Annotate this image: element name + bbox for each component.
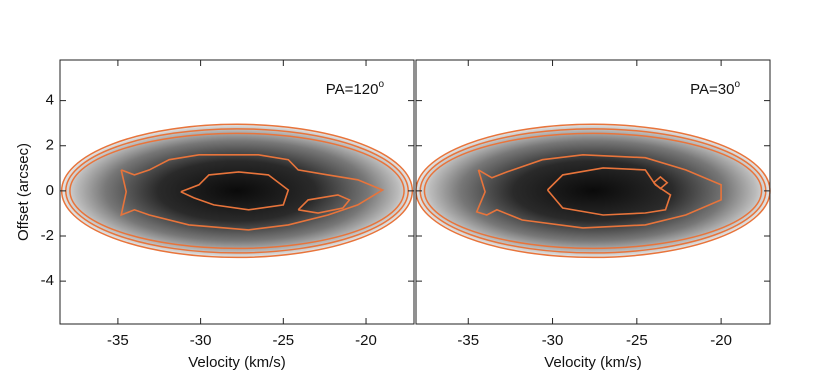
y-tick-label: -2: [41, 227, 54, 244]
annotation-superscript: o: [378, 79, 384, 90]
y-tick-label: -4: [41, 272, 54, 289]
plot-frame: [59, 59, 415, 325]
contour-line: [546, 167, 672, 216]
x-axis-label: Velocity (km/s): [188, 354, 286, 371]
panel-annotation: PA=120o: [326, 79, 385, 98]
plot-frame: [415, 59, 771, 325]
annotation-text: PA=30: [690, 81, 734, 98]
y-tick-label: 4: [46, 92, 54, 109]
x-tick-label: -35: [457, 332, 479, 349]
panel: -35 -30 -25 -20 Velocity (km/s) PA=30o: [415, 59, 771, 371]
panel: -35 -30 -25 -20 4 2 0 -2 -4 Velocity (km/s) Offset…: [15, 59, 415, 371]
x-tick-label: -25: [626, 332, 648, 349]
contour-line: [653, 175, 669, 190]
y-tick-label: 0: [46, 182, 54, 199]
intensity-field: [61, 124, 413, 258]
x-tick-label: -30: [542, 332, 564, 349]
contour-line: [423, 132, 763, 250]
contour-line: [297, 194, 351, 214]
y-tick-label: 2: [46, 137, 54, 154]
annotation-text: PA=120: [326, 81, 379, 98]
x-tick-label: -30: [190, 332, 212, 349]
x-tick-label: -20: [355, 332, 377, 349]
annotation-superscript: o: [734, 79, 740, 90]
x-tick-label: -20: [710, 332, 732, 349]
contour-line: [69, 132, 405, 250]
x-tick-label: -25: [272, 332, 294, 349]
panel-annotation: PA=30o: [690, 79, 740, 98]
x-tick-label: -35: [107, 332, 129, 349]
contour-line: [180, 171, 290, 211]
y-axis-label: Offset (arcsec): [15, 143, 32, 241]
contour-line: [475, 153, 722, 229]
x-axis-label: Velocity (km/s): [544, 354, 642, 371]
intensity-field: [416, 124, 770, 258]
contour-line: [120, 154, 385, 231]
